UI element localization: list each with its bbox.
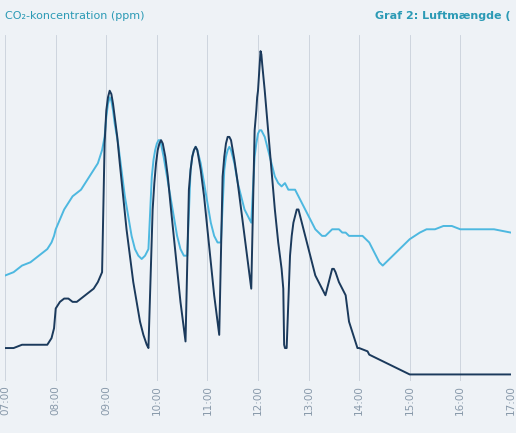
- Text: Graf 2: Luftmængde (: Graf 2: Luftmængde (: [375, 11, 511, 21]
- Text: CO₂-koncentration (ppm): CO₂-koncentration (ppm): [5, 11, 144, 21]
